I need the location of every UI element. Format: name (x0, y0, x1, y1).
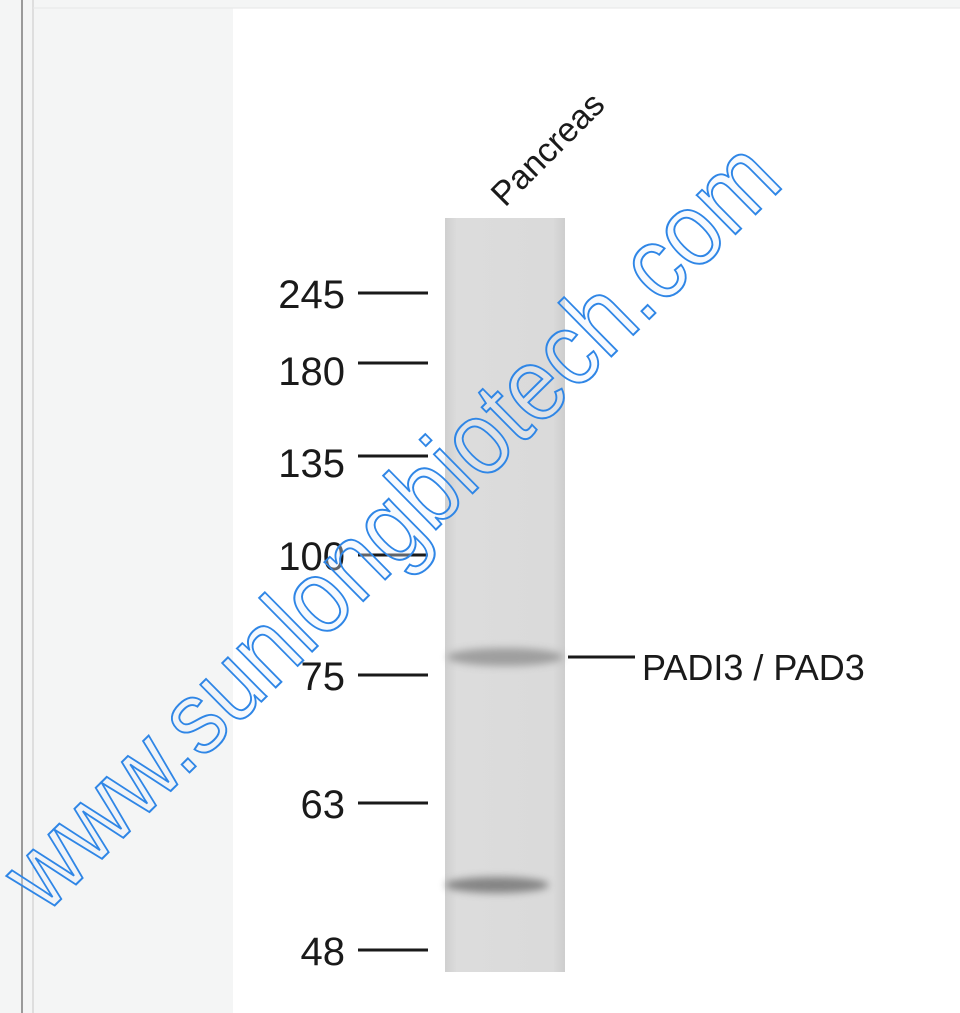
marker-label: 180 (278, 350, 345, 394)
band (445, 877, 549, 893)
marker-label: 63 (301, 783, 346, 827)
band (447, 648, 563, 666)
marker-label: 135 (278, 442, 345, 486)
marker-label: 245 (278, 273, 345, 317)
page: {"blot": {"lane_label": "Pancreas", "mar… (0, 0, 960, 1013)
band-label: PADI3 / PAD3 (642, 647, 865, 688)
marker-label: 48 (301, 930, 346, 974)
figure: Pancreas 245 180 135 100 75 63 48 PADI3 … (0, 0, 960, 1013)
